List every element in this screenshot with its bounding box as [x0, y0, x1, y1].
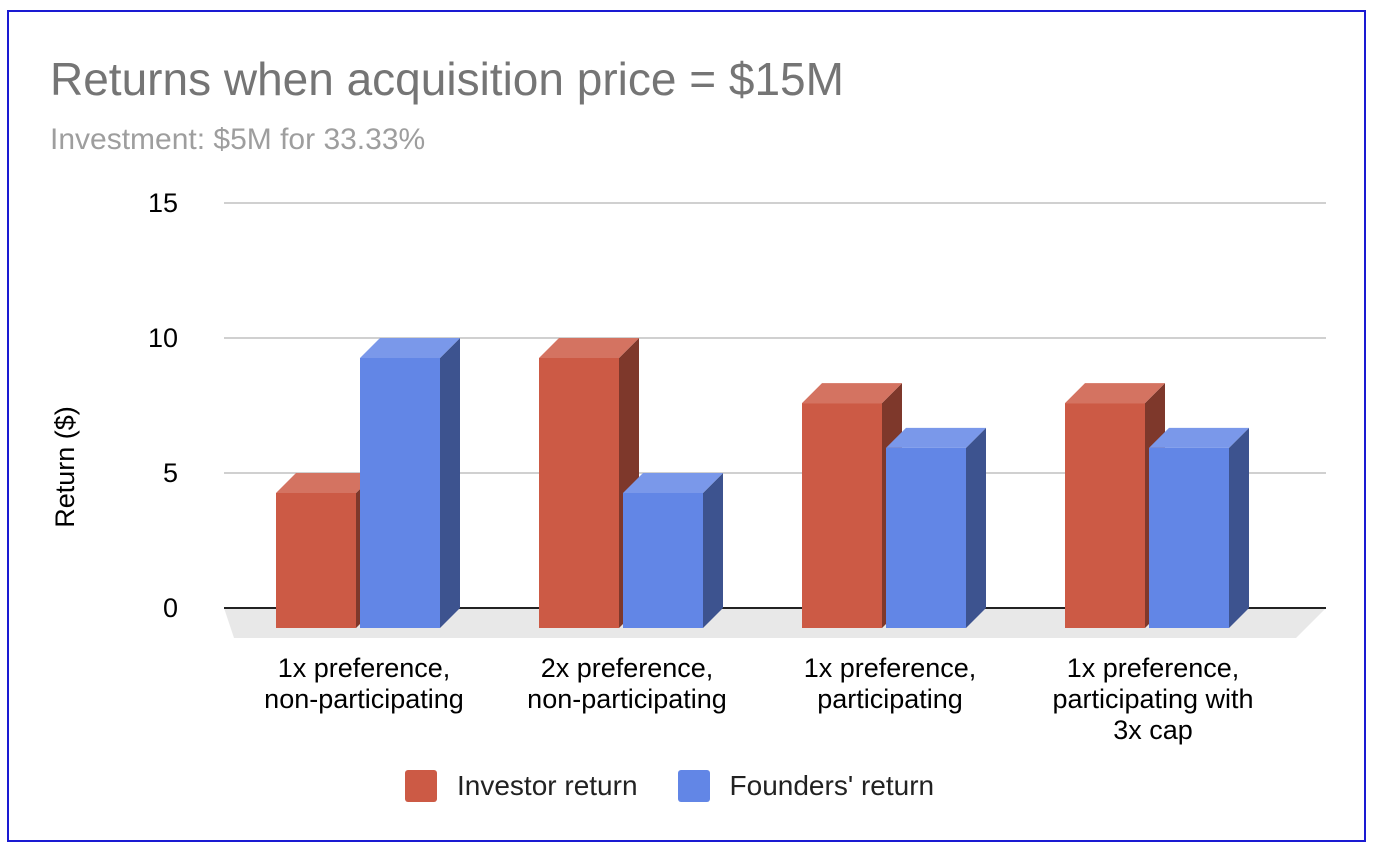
x-tick-label-line: 3x cap [1113, 715, 1193, 745]
chart-legend: Investor return Founders' return [405, 770, 974, 802]
legend-label-investor: Investor return [457, 770, 638, 801]
y-tick-label-15: 15 [148, 188, 178, 218]
x-tick-label-line: non-participating [527, 684, 727, 714]
bar-side-1-2 [966, 427, 986, 628]
legend-item-founders[interactable]: Founders' return [677, 770, 935, 802]
bar-investor-3 [1065, 403, 1145, 628]
bar-side-1-3 [1229, 427, 1249, 628]
x-tick-label-line: 1x preference, [278, 653, 451, 683]
legend-swatch-founders [677, 770, 710, 802]
bar-top-1-2 [886, 427, 986, 448]
bar-side-1-1 [703, 473, 723, 628]
bar-top-0-3 [1065, 383, 1165, 404]
x-tick-label-line: 1x preference, [804, 653, 977, 683]
x-tick-label-line: participating [817, 684, 963, 714]
x-tick-label-line: non-participating [264, 684, 464, 714]
x-tick-label-line: 2x preference, [541, 653, 714, 683]
bar-investor-1 [539, 358, 619, 628]
x-tick-label-0: 1x preference, non-participating [264, 653, 464, 714]
legend-item-investor[interactable]: Investor return [405, 770, 638, 802]
chart-floor [224, 608, 1326, 638]
bar-top-0-0 [276, 473, 376, 493]
bar-side-1-0 [440, 338, 460, 628]
legend-label-founders: Founders' return [729, 770, 935, 801]
bar-top-0-2 [802, 383, 902, 404]
x-tick-label-1: 2x preference, non-participating [527, 653, 727, 714]
y-tick-label-10: 10 [148, 323, 178, 353]
bar-top-1-1 [623, 473, 723, 493]
bar-investor-2 [802, 403, 882, 628]
x-tick-label-3: 1x preference, participating with 3x cap [1052, 653, 1253, 745]
chart-subtitle: Investment: $5M for 33.33% [50, 123, 426, 156]
bar-top-1-0 [360, 338, 460, 358]
y-axis-title: Return ($) [50, 406, 80, 528]
bar-investor-0 [276, 493, 356, 628]
x-tick-label-2: 1x preference, participating [804, 653, 977, 714]
bar-founders-1 [623, 493, 703, 628]
x-tick-label-line: 1x preference, [1067, 653, 1240, 683]
bar-founders-2 [886, 447, 966, 628]
y-tick-label-5: 5 [163, 458, 178, 488]
chart-title: Returns when acquisition price = $15M [50, 53, 844, 105]
x-tick-label-line: participating with [1052, 684, 1253, 714]
bar-founders-3 [1149, 447, 1229, 628]
y-tick-label-0: 0 [163, 593, 178, 623]
bar-top-0-1 [539, 338, 639, 358]
bar-top-1-3 [1149, 427, 1249, 448]
bar-founders-0 [360, 358, 440, 628]
legend-swatch-investor [405, 770, 437, 802]
